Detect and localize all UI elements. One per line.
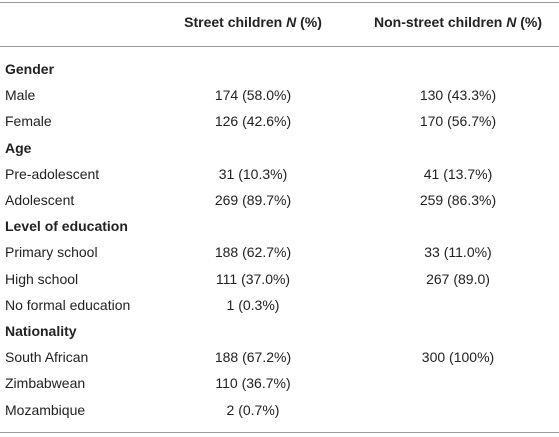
- cell-value: 174 (58.0%): [214, 87, 292, 104]
- cell-value: 300 (100%): [421, 349, 495, 366]
- row-label: South African: [5, 349, 89, 366]
- cell-value: 31 (10.3%): [218, 165, 288, 182]
- column-header: Non-street children N (%): [374, 14, 542, 30]
- header-rule: [0, 46, 559, 47]
- cell-value: 269 (89.7%): [214, 192, 292, 208]
- row-label: Male: [5, 87, 36, 104]
- header-text: Street children: [184, 14, 283, 30]
- cell-value: 170 (56.7%): [419, 113, 497, 130]
- row-label: Female: [5, 113, 52, 130]
- cell-value: 41 (13.7%): [423, 165, 493, 182]
- section-title: Gender: [5, 61, 55, 77]
- row-label: Mozambique: [5, 401, 86, 418]
- row-label: Pre-adolescent: [5, 165, 100, 182]
- cell-value: 188 (67.2%): [214, 349, 292, 366]
- cell-value: 259 (86.3%): [419, 192, 497, 208]
- row-label: No formal education: [5, 296, 131, 313]
- section-title: Level of education: [5, 218, 128, 235]
- cell-value: 1 (0.3%): [226, 296, 280, 313]
- cell-value: 33 (11.0%): [424, 244, 492, 261]
- header-variable: N: [506, 14, 517, 30]
- header-unit: (%): [300, 14, 322, 30]
- row-label: High school: [5, 270, 79, 287]
- row-label: Zimbabwean: [5, 375, 86, 392]
- header-variable: N: [286, 14, 297, 30]
- header-text: Non-street children: [373, 14, 503, 30]
- cell-value: 130 (43.3%): [419, 87, 497, 104]
- cell-value: 110 (36.7%): [215, 375, 291, 392]
- bottom-rule: [0, 432, 559, 433]
- cell-value: 126 (42.6%): [214, 113, 292, 130]
- cell-value: 188 (62.7%): [214, 244, 292, 261]
- column-header: Street children N (%): [184, 14, 322, 30]
- section-title: Nationality: [5, 323, 77, 339]
- row-label: Primary school: [5, 244, 98, 261]
- cell-value: 2 (0.7%): [226, 401, 280, 418]
- top-rule: [0, 2, 559, 3]
- cell-value: 111 (37.0%): [215, 270, 291, 287]
- row-label: Adolescent: [5, 192, 75, 208]
- cell-value: 267 (89.0): [426, 270, 490, 287]
- section-title: Age: [5, 139, 32, 156]
- header-unit: (%): [520, 14, 543, 30]
